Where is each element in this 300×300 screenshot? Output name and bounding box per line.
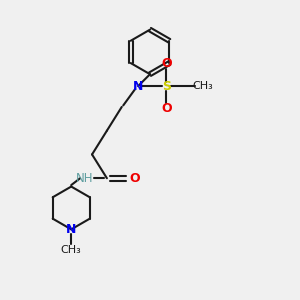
Text: CH₃: CH₃ — [61, 245, 82, 255]
Text: O: O — [130, 172, 140, 185]
Text: O: O — [161, 57, 172, 70]
Text: N: N — [66, 223, 76, 236]
Text: S: S — [162, 80, 171, 93]
Text: N: N — [133, 80, 143, 93]
Text: O: O — [161, 102, 172, 115]
Text: NH: NH — [76, 172, 93, 185]
Text: CH₃: CH₃ — [192, 81, 213, 91]
